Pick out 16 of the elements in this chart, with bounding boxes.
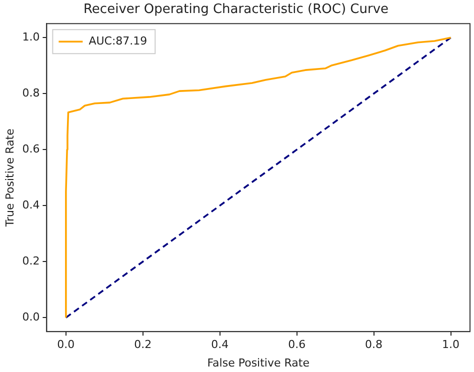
y-tick-label: 0.2: [22, 254, 40, 268]
y-tick-label: 0.6: [22, 142, 40, 156]
x-tick-label: 0.8: [365, 338, 383, 352]
y-tick-label: 0.8: [22, 86, 40, 100]
x-tick-label: 0.0: [57, 338, 75, 352]
x-tick-label: 0.6: [288, 338, 306, 352]
y-tick-label: 0.0: [22, 310, 40, 324]
chart-title: Receiver Operating Characteristic (ROC) Curve: [83, 2, 389, 18]
y-tick-label: 0.4: [22, 198, 40, 212]
x-tick-label: 0.4: [211, 338, 229, 352]
y-axis-title: True Positive Rate: [3, 128, 16, 228]
x-tick-label: 1.0: [442, 338, 460, 352]
x-tick-label: 0.2: [134, 338, 152, 352]
y-tick-label: 1.0: [22, 30, 40, 44]
legend-label: AUC:87.19: [88, 34, 148, 48]
x-axis-title: False Positive Rate: [207, 356, 310, 370]
